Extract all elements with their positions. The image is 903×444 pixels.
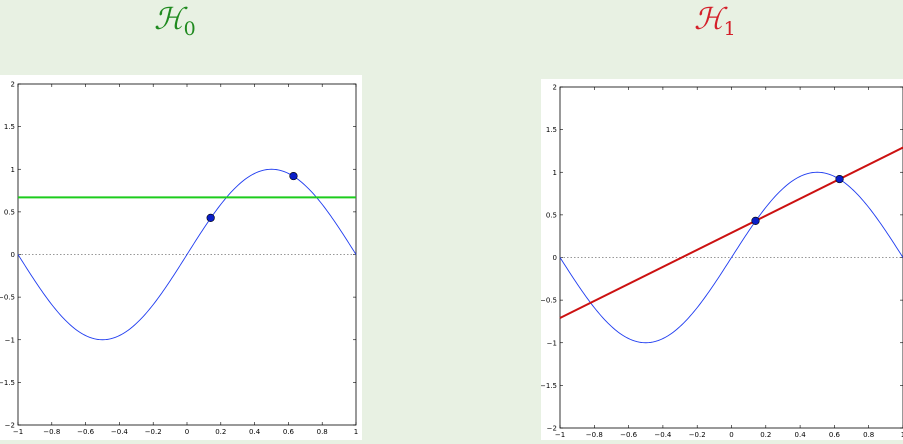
h0-y-tick-label: 0 [11, 251, 15, 259]
h1-target-sine-curve [559, 171, 903, 344]
h0-data-point [206, 213, 215, 222]
h0-target-sine-curve [17, 168, 357, 341]
h1-plot: −1 −0.8 −0.6 −0.4 −0.2 0 0.2 0.4 0.6 0.8 1 −2 −1.5 −1… [540, 79, 903, 440]
h0-plot: −1 −0.8 −0.6 −0.4 −0.2 0 0.2 0.4 0.6 0.8 1 −2 −1.5 −1… [0, 75, 362, 440]
h1-y-tick-label: −0.5 [541, 297, 557, 305]
h1-y-tick-label: −1 [547, 339, 557, 347]
h0-data-point [289, 171, 298, 181]
h1-title-subscript: 1 [723, 18, 736, 40]
h0-y-tick-label: −0.5 [0, 294, 15, 302]
h1-title-main: ℋ [694, 2, 724, 37]
h1-x-tick-label: −0.8 [586, 431, 603, 439]
h0-y-tick-label: 1.5 [4, 123, 15, 131]
h1-x-tick-label: 0.4 [795, 431, 807, 439]
h1-x-tick-label: 1 [901, 431, 903, 439]
h0-x-tick-label: 1 [354, 428, 358, 436]
h0-x-tick-label: 0.2 [215, 428, 226, 436]
h1-y-tick-label: 1 [553, 169, 557, 177]
h0-x-tick-label: −0.6 [77, 428, 95, 436]
h1-title: ℋ1 [694, 2, 736, 47]
h1-x-tick-label: 0.6 [829, 431, 841, 439]
h1-y-tick-label: 0.5 [546, 211, 557, 219]
h1-y-tick-label: 0 [553, 254, 557, 262]
h0-y-tick-label: −2 [5, 422, 15, 430]
h0-x-tick-label: 0.8 [317, 428, 328, 436]
h0-y-tick-label: 0.5 [4, 208, 15, 216]
h0-x-tick-label: −1 [13, 428, 23, 436]
h1-x-tick-label: −0.6 [620, 431, 638, 439]
h1-data-point [751, 216, 760, 225]
h1-x-tick-label: −0.4 [654, 431, 672, 439]
h0-x-tick-label: 0 [185, 428, 189, 436]
h0-x-tick-label: −0.8 [43, 428, 60, 436]
h0-x-tick-label: 0.6 [283, 428, 295, 436]
h1-y-tick-label: 2 [553, 84, 557, 92]
h0-y-tick-label: −1.5 [0, 379, 15, 387]
h0-chart-svg: −1 −0.8 −0.6 −0.4 −0.2 0 0.2 0.4 0.6 0.8 1 −2 −1.5 −1… [0, 81, 358, 437]
h1-x-tick-label: 0.8 [863, 431, 874, 439]
h1-y-tick-label: −2 [547, 425, 557, 433]
h1-y-tick-label: −1.5 [541, 382, 557, 390]
h1-hypothesis-line [559, 146, 903, 319]
h1-x-tick-label: 0 [729, 431, 733, 439]
h1-x-tick-label: −0.2 [689, 431, 706, 439]
h1-y-tick-label: 1.5 [546, 126, 557, 134]
h0-x-tick-label: −0.2 [145, 428, 162, 436]
h0-x-tick-label: 0.4 [249, 428, 261, 436]
h1-data-point [835, 174, 844, 184]
h0-x-tick-label: −0.4 [111, 428, 129, 436]
h0-y-tick-label: −1 [5, 336, 15, 344]
h0-title-subscript: 0 [183, 18, 196, 40]
h0-y-tick-label: 2 [11, 81, 15, 89]
h1-chart-svg: −1 −0.8 −0.6 −0.4 −0.2 0 0.2 0.4 0.6 0.8 1 −2 −1.5 −1… [540, 84, 903, 439]
h0-title-main: ℋ [154, 2, 184, 37]
h0-y-tick-label: 1 [11, 166, 15, 174]
h0-title: ℋ0 [154, 2, 196, 47]
h1-x-tick-label: −1 [555, 431, 565, 439]
h1-x-tick-label: 0.2 [760, 431, 771, 439]
